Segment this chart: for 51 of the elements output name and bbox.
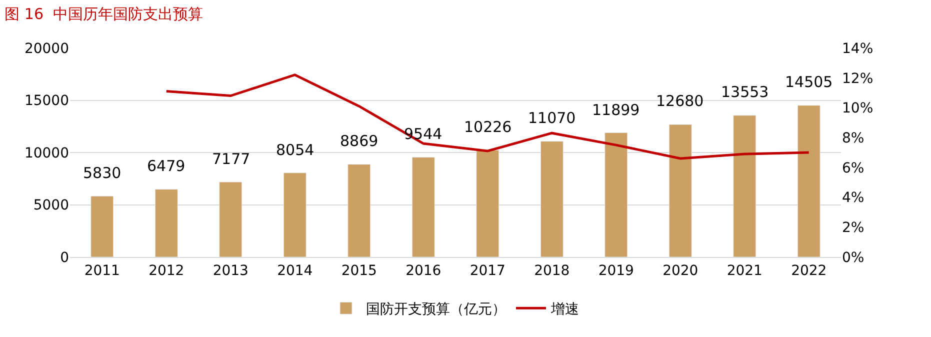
data-label: 11070: [528, 109, 576, 127]
y-tick-label: 20000: [24, 40, 69, 57]
bar: [154, 189, 178, 257]
legend-label: 增速: [550, 302, 579, 318]
y-tick-label: 10000: [24, 145, 69, 162]
data-label: 11899: [592, 101, 640, 119]
x-tick-label: 2013: [212, 262, 248, 279]
y2-tick-label: 2%: [842, 220, 864, 236]
bar: [668, 124, 692, 257]
data-label: 13553: [721, 83, 769, 101]
y2-tick-label: 14%: [842, 40, 874, 57]
x-tick-label: 2020: [662, 262, 698, 279]
bar: [283, 172, 306, 257]
x-tick-label: 2016: [406, 262, 442, 279]
bar: [733, 115, 756, 257]
x-tick-label: 2015: [341, 262, 377, 279]
data-label: 6479: [147, 157, 186, 175]
y2-tick-label: 8%: [842, 130, 864, 146]
bar: [797, 105, 820, 257]
y-tick-label: 15000: [24, 93, 69, 110]
y2-tick-label: 0%: [842, 250, 864, 266]
bar: [476, 150, 500, 257]
data-label: 12680: [656, 92, 704, 110]
bar: [90, 196, 114, 257]
x-tick-label: 2014: [277, 262, 313, 279]
bar: [412, 157, 435, 257]
bar: [604, 132, 628, 257]
y2-tick-label: 6%: [842, 160, 864, 176]
x-tick-label: 2018: [534, 262, 570, 279]
legend-label: 国防开支预算（亿元）: [366, 302, 506, 318]
x-tick-label: 2012: [148, 262, 184, 279]
x-tick-label: 2021: [726, 262, 762, 279]
data-label: 7177: [212, 150, 250, 168]
y-tick-label: 5000: [33, 198, 69, 214]
x-tick-label: 2017: [470, 262, 506, 279]
y2-tick-label: 10%: [842, 100, 874, 117]
x-tick-label: 2019: [598, 262, 634, 279]
data-label: 8869: [340, 132, 378, 150]
x-tick-label: 2011: [84, 262, 120, 279]
x-tick-label: 2022: [791, 262, 827, 279]
chart-title: 图 16 中国历年国防支出预算: [4, 4, 204, 23]
data-label: 5830: [83, 164, 122, 182]
bar: [348, 164, 371, 257]
y-tick-label: 0: [60, 250, 69, 266]
data-label: 8054: [276, 141, 314, 159]
bar: [540, 141, 564, 257]
y2-tick-label: 12%: [842, 70, 874, 87]
y2-tick-label: 4%: [842, 190, 864, 206]
data-label: 10226: [464, 118, 512, 136]
data-label: 14505: [785, 73, 833, 91]
bar: [219, 182, 242, 257]
